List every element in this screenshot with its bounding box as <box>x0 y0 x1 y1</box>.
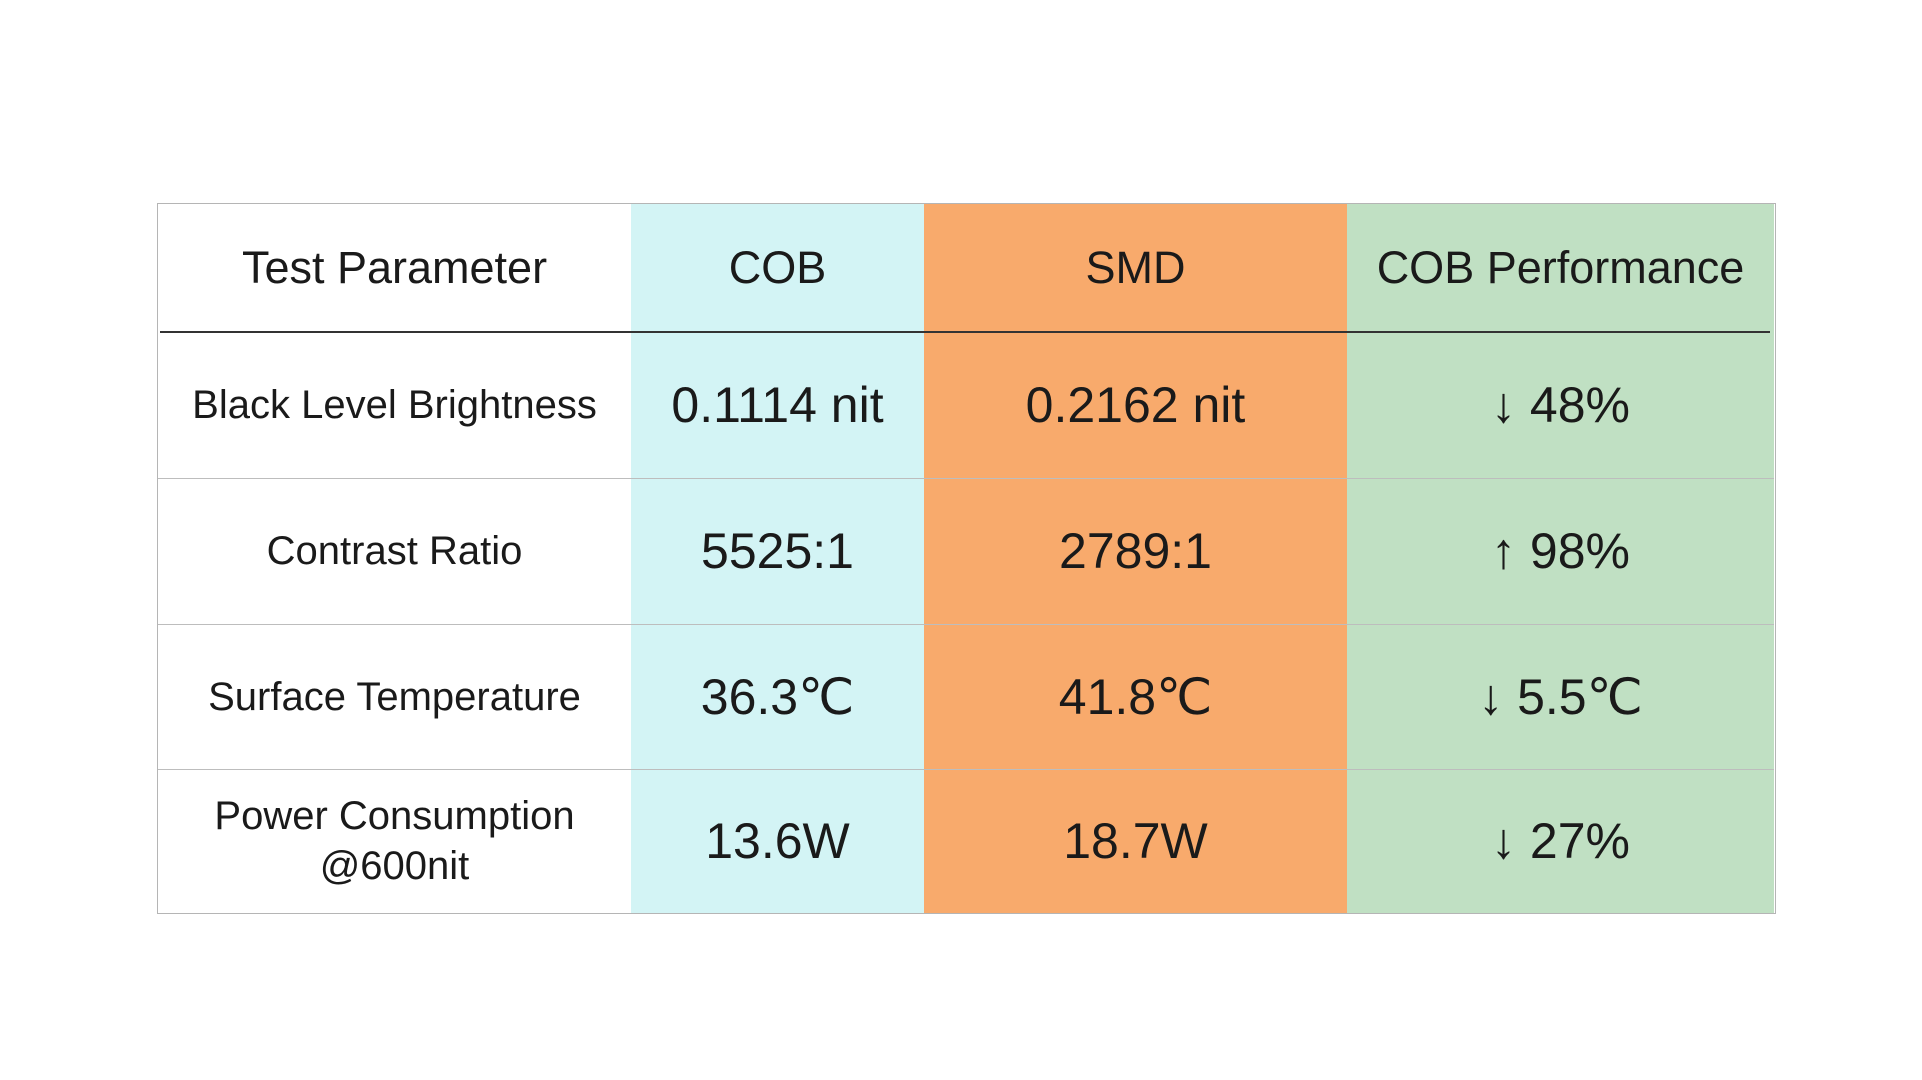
column-background <box>924 204 1347 913</box>
header-cell: COB Performance <box>1376 241 1745 293</box>
column-background <box>631 204 924 913</box>
row-label: Surface Temperature <box>208 674 581 719</box>
row-divider <box>158 769 1774 770</box>
value-cell: 36.3℃ <box>700 668 855 725</box>
value-cell: 0.2162 nit <box>1025 376 1246 433</box>
column-background <box>1347 204 1774 913</box>
row-label: Black Level Brightness <box>192 382 597 427</box>
header-divider <box>160 331 1770 333</box>
comparison-table: Test Parameter COB SMD COB Performance Black… <box>157 203 1776 914</box>
value-cell: 41.8℃ <box>1058 668 1213 725</box>
value-cell: 13.6W <box>705 812 850 869</box>
value-cell: 0.1114 nit <box>671 376 884 433</box>
column-background <box>158 204 631 913</box>
row-divider <box>158 624 1774 625</box>
header-cell: SMD <box>1085 241 1186 293</box>
value-cell: 2789:1 <box>1059 523 1212 579</box>
value-cell: 18.7W <box>1063 812 1208 869</box>
value-cell: 5525:1 <box>701 523 854 579</box>
value-cell: ↓ 27% <box>1491 812 1630 869</box>
row-divider <box>158 478 1774 479</box>
row-label: Power Consumption @600nit <box>214 793 575 888</box>
header-cell: COB <box>728 241 827 293</box>
header-cell: Test Parameter <box>241 241 548 293</box>
value-cell: ↓ 48% <box>1491 376 1630 433</box>
row-label: Contrast Ratio <box>266 529 523 573</box>
value-cell: ↓ 5.5℃ <box>1478 668 1643 725</box>
value-cell: ↑ 98% <box>1491 523 1630 579</box>
